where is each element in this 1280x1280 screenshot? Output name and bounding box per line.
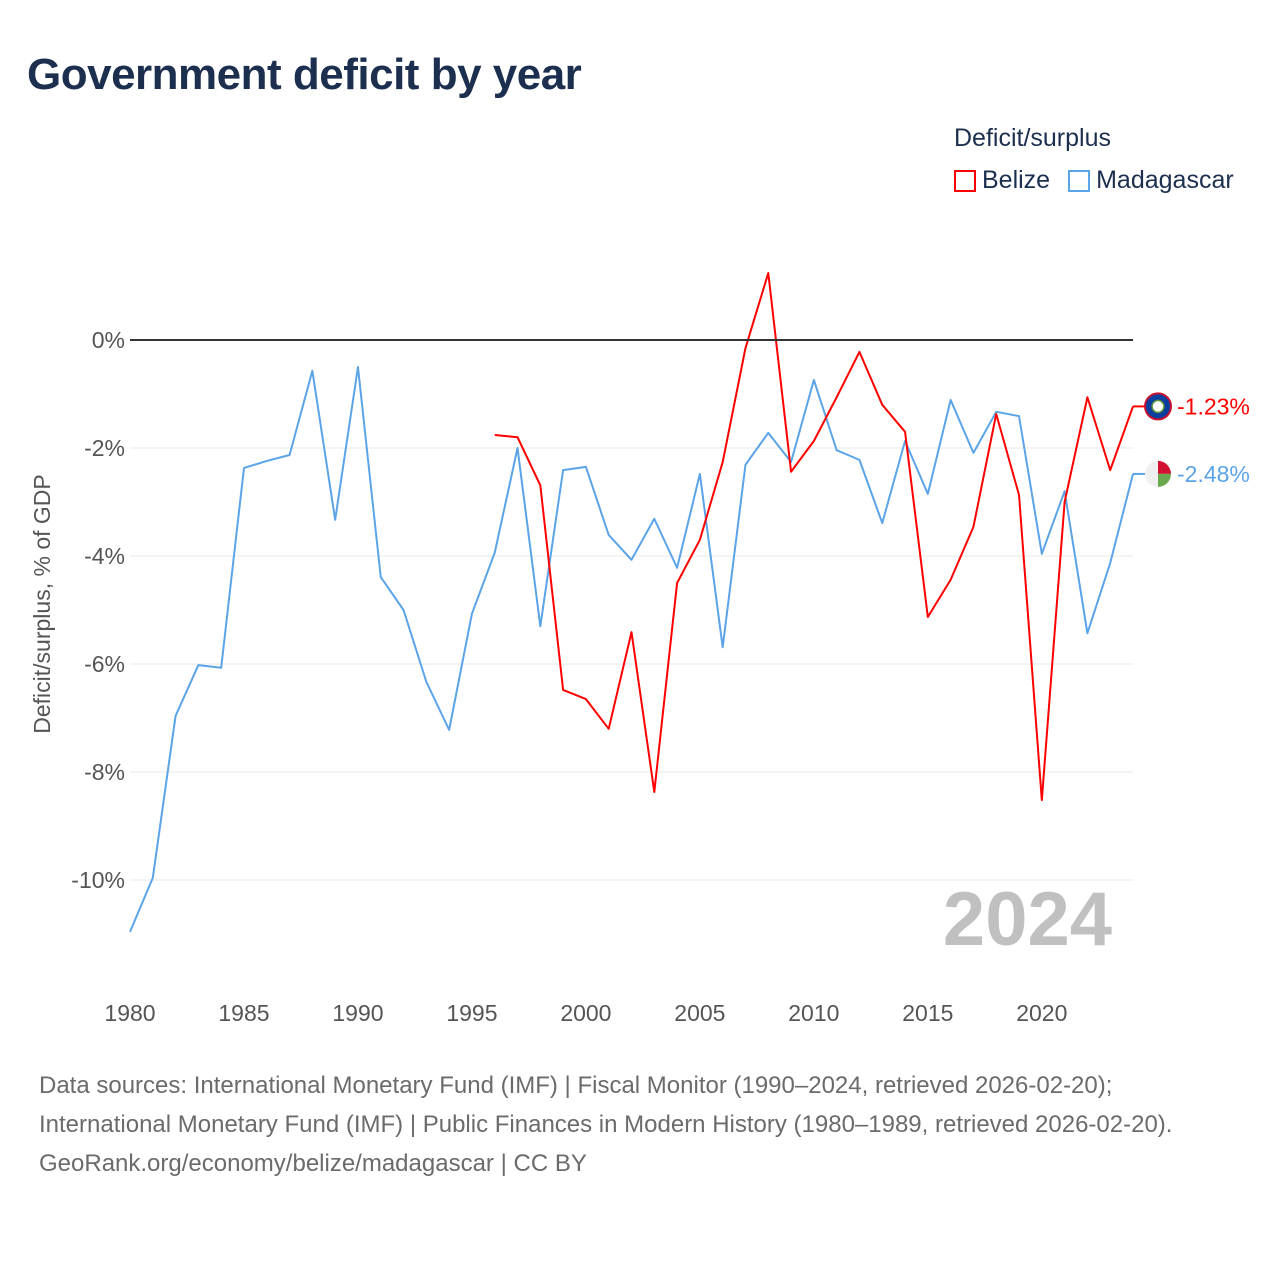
page-title: Government deficit by year bbox=[27, 50, 582, 99]
x-tick-label: 2020 bbox=[1016, 1000, 1067, 1026]
x-tick-label: 2015 bbox=[902, 1000, 953, 1026]
madagascar-flag-green bbox=[1158, 473, 1171, 487]
x-tick-label: 1995 bbox=[446, 1000, 497, 1026]
series-line-madagascar bbox=[129, 366, 1134, 933]
line-chart: 0% -2% -4% -6% -8% -10% 1980 1985 1990 1995 2000 20… bbox=[29, 272, 1250, 1026]
x-tick-label: 1985 bbox=[218, 1000, 269, 1026]
y-tick-label: -8% bbox=[84, 759, 125, 785]
legend-swatch-belize bbox=[954, 169, 976, 192]
x-tick-label: 2005 bbox=[674, 1000, 725, 1026]
x-tick-label: 2010 bbox=[788, 1000, 839, 1026]
footer: Data sources: International Monetary Fun… bbox=[39, 1066, 1239, 1183]
x-tick-label: 1980 bbox=[104, 1000, 155, 1026]
credit-link[interactable]: GeoRank.org/economy/belize/madagascar | … bbox=[39, 1150, 587, 1177]
current-year-label: 2024 bbox=[943, 877, 1112, 962]
legend-title: Deficit/surplus bbox=[954, 124, 1111, 152]
end-value-label-madagascar: -2.48% bbox=[1177, 461, 1250, 487]
legend-label: Madagascar bbox=[1096, 166, 1234, 194]
x-tick-label: 1990 bbox=[332, 1000, 383, 1026]
y-tick-label: -2% bbox=[84, 435, 125, 461]
y-axis-label: Deficit/surplus, % of GDP bbox=[29, 474, 55, 733]
legend-label: Belize bbox=[982, 166, 1051, 194]
madagascar-flag-red bbox=[1158, 460, 1171, 474]
y-tick-label: -6% bbox=[84, 651, 125, 677]
legend-swatch-madagascar bbox=[1068, 169, 1091, 192]
series-line-belize bbox=[494, 272, 1134, 802]
y-tick-label: 0% bbox=[92, 327, 125, 353]
y-tick-label: -10% bbox=[71, 867, 125, 893]
legend-item-belize[interactable]: Belize bbox=[954, 166, 1050, 195]
legend: Belize Madagascar bbox=[954, 166, 1234, 195]
legend-item-madagascar[interactable]: Madagascar bbox=[1068, 166, 1234, 195]
data-sources: Data sources: International Monetary Fun… bbox=[39, 1072, 1173, 1138]
end-value-label-belize: -1.23% bbox=[1177, 393, 1250, 419]
x-tick-label: 2000 bbox=[560, 1000, 611, 1026]
y-tick-label: -4% bbox=[84, 543, 125, 569]
belize-flag-emblem-icon bbox=[1151, 399, 1165, 414]
madagascar-flag-icon bbox=[1145, 460, 1158, 487]
